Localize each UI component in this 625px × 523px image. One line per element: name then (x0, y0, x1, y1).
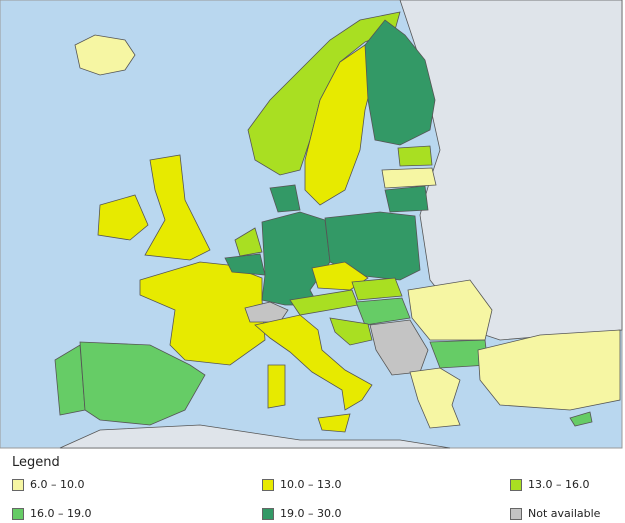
north-africa (59, 424, 451, 449)
legend-title: Legend (12, 455, 60, 470)
norway (247, 11, 401, 176)
netherlands (234, 227, 263, 257)
iceland (74, 34, 136, 76)
greece (409, 367, 461, 429)
estonia (397, 145, 433, 167)
ireland (97, 194, 149, 241)
sicily (317, 413, 351, 433)
legend-item: 16.0 – 19.0 (12, 507, 91, 520)
cyprus (569, 411, 593, 427)
legend-swatch (510, 507, 522, 520)
legend-item: 10.0 – 13.0 (262, 478, 341, 491)
legend-swatch (262, 478, 274, 491)
italy (254, 314, 373, 411)
spain (79, 341, 206, 426)
slovenia-croatia (329, 317, 373, 346)
legend-swatch (262, 507, 274, 520)
legend-item: 13.0 – 16.0 (510, 478, 589, 491)
legend-label: 6.0 – 10.0 (30, 478, 85, 491)
turkey (477, 329, 621, 411)
slovakia (351, 277, 403, 301)
legend-label: 19.0 – 30.0 (280, 507, 342, 520)
legend-label: 16.0 – 19.0 (30, 507, 92, 520)
legend-item: Not available (510, 507, 600, 520)
latvia (381, 167, 437, 189)
sweden (304, 44, 376, 206)
france (139, 261, 266, 366)
lithuania (384, 185, 429, 213)
legend-label: Not available (528, 507, 601, 520)
legend-swatch (12, 478, 24, 491)
finland (364, 19, 436, 146)
legend-item: 6.0 – 10.0 (12, 478, 84, 491)
legend-label: 13.0 – 16.0 (528, 478, 590, 491)
switzerland (244, 301, 289, 323)
sardinia (267, 364, 286, 409)
uk (144, 154, 211, 261)
denmark (269, 184, 301, 213)
hungary (355, 297, 411, 326)
legend-swatch (510, 478, 522, 491)
legend-label: 10.0 – 13.0 (280, 478, 342, 491)
legend-item: 19.0 – 30.0 (262, 507, 341, 520)
legend-swatch (12, 507, 24, 520)
map (0, 0, 623, 449)
